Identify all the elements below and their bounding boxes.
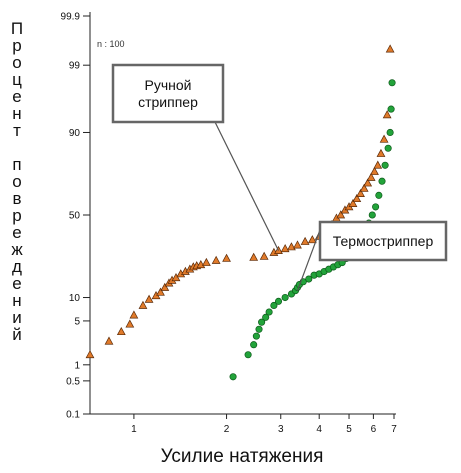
data-point-circle [378, 177, 386, 185]
data-point-circle [258, 318, 266, 326]
data-point-circle [386, 128, 394, 137]
data-point-triangle [211, 255, 221, 264]
plot-axes [89, 12, 396, 415]
data-point-triangle [125, 319, 135, 328]
data-point-triangle [85, 350, 95, 359]
y-tick-label: 50 [69, 211, 81, 222]
callout-box [111, 63, 225, 124]
data-point-triangle [336, 210, 346, 219]
x-tick-label: 3 [278, 424, 284, 435]
data-point-triangle [104, 336, 114, 345]
data-point-triangle [356, 188, 365, 197]
y-tick-label: 0.1 [66, 410, 80, 421]
y-tick-label: 99 [69, 61, 81, 72]
callout-leader-line [296, 229, 321, 291]
data-point-triangle [366, 172, 376, 181]
data-point-triangle [202, 257, 211, 266]
data-point-circle [375, 191, 383, 199]
data-point-triangle [280, 244, 290, 253]
data-point-triangle [156, 287, 165, 296]
x-tick-label: 2 [224, 424, 230, 435]
x-tick-label: 7 [391, 424, 397, 435]
data-point-circle [255, 325, 263, 333]
data-point-triangle [249, 252, 259, 261]
data-point-triangle [293, 240, 302, 249]
x-axis-label: Усилие натяжения [160, 446, 324, 467]
data-point-triangle [222, 253, 231, 262]
data-point-triangle [259, 251, 269, 260]
data-point-triangle [373, 160, 383, 169]
data-point-triangle [385, 44, 395, 53]
data-point-triangle [352, 193, 362, 203]
data-point-circle [270, 301, 278, 310]
data-point-triangle [196, 259, 206, 269]
y-tick-label: 5 [74, 316, 80, 327]
data-point-triangle [307, 235, 317, 244]
data-point-triangle [382, 110, 392, 119]
data-point-triangle [287, 242, 296, 251]
callout-leader-line [214, 121, 280, 251]
data-point-circle [244, 351, 252, 359]
data-point-triangle [144, 294, 154, 303]
x-tick-label: 6 [371, 424, 377, 435]
data-point-circle [384, 144, 392, 152]
y-tick-label: 90 [69, 128, 81, 139]
callout-box [318, 220, 448, 262]
data-point-triangle [348, 198, 358, 207]
data-point-circle [281, 293, 289, 302]
data-point-circle [387, 105, 395, 113]
y-tick-label: 0.5 [66, 376, 80, 387]
callout-2: Термостриппер [296, 220, 448, 291]
data-point-triangle [138, 300, 148, 309]
data-point-circle [229, 373, 237, 381]
data-point-circle [265, 308, 273, 316]
sample-size-annotation: n : 100 [97, 39, 125, 49]
series-2 [229, 79, 396, 381]
y-tick-label: 10 [69, 293, 81, 304]
data-point-circle [372, 203, 380, 211]
data-point-circle [388, 79, 396, 87]
y-tick-label: 1 [74, 360, 80, 371]
data-point-circle [262, 313, 270, 321]
data-point-circle [381, 161, 389, 169]
data-point-triangle [363, 178, 373, 187]
data-point-circle [250, 341, 258, 349]
data-point-circle [368, 211, 376, 219]
data-point-circle [274, 297, 283, 305]
x-tick-label: 1 [131, 424, 137, 435]
callout-text: Ручной [145, 77, 192, 93]
data-point-triangle [370, 166, 379, 175]
data-point-triangle [300, 236, 310, 245]
data-point-triangle [376, 148, 386, 157]
x-tick-label: 5 [346, 424, 352, 435]
data-point-triangle [379, 134, 389, 143]
x-tick-label: 4 [316, 424, 322, 435]
series-layer [85, 44, 396, 381]
data-point-triangle [116, 326, 126, 336]
callout-text: стриппер [138, 94, 198, 110]
data-point-triangle [160, 282, 170, 291]
tick-marks: 0.1 0.5 1 5 10 50 90 99 99.9 1 2 3 4 5 6 7 [61, 12, 398, 436]
y-tick-label: 99.9 [61, 12, 81, 23]
data-point-triangle [359, 183, 369, 192]
callout-text: Термостриппер [333, 233, 434, 249]
data-point-circle [252, 332, 260, 340]
data-point-circle [305, 275, 313, 283]
data-point-triangle [129, 310, 139, 319]
